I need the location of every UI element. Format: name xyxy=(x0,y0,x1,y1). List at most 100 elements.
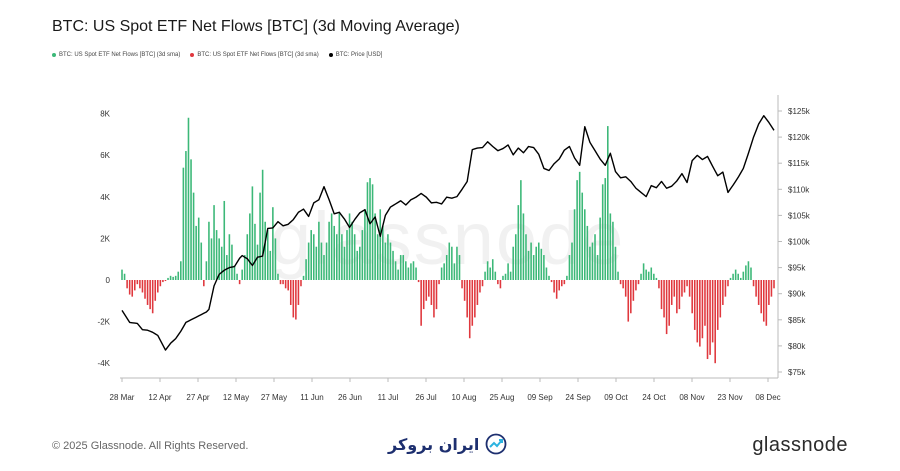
y-right-tick-label: $85k xyxy=(788,316,806,325)
x-tick-label: 08 Nov xyxy=(679,393,704,402)
inflow-bar xyxy=(254,223,256,280)
outflow-bar xyxy=(141,280,144,293)
inflow-bar xyxy=(525,234,527,280)
outflow-bar xyxy=(660,280,663,310)
inflow-bar xyxy=(182,167,185,280)
inflow-bar xyxy=(310,230,312,280)
outflow-bar xyxy=(630,280,632,314)
y-left-tick-label: 2K xyxy=(100,234,110,243)
inflow-bar xyxy=(586,225,589,280)
x-tick-label: 11 Jul xyxy=(378,393,399,402)
flow-bars xyxy=(121,117,775,364)
outflow-bar xyxy=(144,280,146,299)
inflow-bar xyxy=(233,265,236,280)
inflow-bar xyxy=(174,275,177,280)
inflow-bar xyxy=(527,250,530,280)
outflow-bar xyxy=(624,280,627,297)
inflow-bar xyxy=(609,213,612,280)
inflow-bar xyxy=(246,234,249,280)
inflow-bar xyxy=(750,267,752,280)
inflow-bar xyxy=(266,230,269,280)
y-left-tick-label: -2K xyxy=(98,318,111,327)
inflow-bar xyxy=(366,182,369,280)
outflow-bar xyxy=(131,280,134,297)
inflow-bar xyxy=(589,246,591,280)
legend-label-outflows: BTC: US Spot ETF Net Flows [BTC] (3d sma… xyxy=(197,52,319,58)
inflow-bar xyxy=(169,275,172,280)
inflow-bar xyxy=(190,159,192,280)
outflow-bar xyxy=(139,280,141,289)
inflow-bar xyxy=(328,221,330,280)
y-right-tick-label: $110k xyxy=(788,185,810,194)
outflow-bar xyxy=(428,280,430,297)
legend-item-inflows[interactable]: BTC: US Spot ETF Net Flows [BTC] (3d sma… xyxy=(52,52,180,58)
inflow-bar xyxy=(584,209,586,280)
outflow-bar xyxy=(287,280,289,291)
legend-item-outflows[interactable]: BTC: US Spot ETF Net Flows [BTC] (3d sma… xyxy=(190,52,319,58)
outflow-bar xyxy=(704,280,706,326)
y-right-tick-label: $100k xyxy=(788,238,811,247)
inflow-bar xyxy=(489,267,491,280)
inflow-bar xyxy=(359,246,361,280)
legend-item-price[interactable]: BTC: Price [USD] xyxy=(328,52,382,58)
inflow-bar xyxy=(397,269,399,280)
inflow-bar xyxy=(614,246,617,280)
inflow-bar xyxy=(123,273,126,280)
inflow-bar xyxy=(522,213,525,280)
x-axis: 28 Mar 12 Apr 27 Apr 12 May 27 May 11 Jun 26 J… xyxy=(110,377,781,402)
inflow-bar xyxy=(576,180,578,280)
inflow-bar xyxy=(335,234,338,280)
inflow-bar xyxy=(440,267,443,280)
inflow-bar xyxy=(486,261,489,280)
outflow-bar xyxy=(688,280,691,297)
inflow-bar xyxy=(210,238,213,280)
outflow-bar xyxy=(637,280,640,285)
inflow-bar xyxy=(647,271,650,280)
x-tick-label: 12 May xyxy=(223,393,249,402)
inflow-bar xyxy=(607,126,609,280)
inflow-bar xyxy=(384,242,387,280)
inflow-bar xyxy=(402,255,405,280)
inflow-bar xyxy=(323,255,325,280)
inflow-bar xyxy=(177,271,180,280)
outflow-bar xyxy=(658,280,660,289)
outflow-bar xyxy=(154,280,157,301)
inflow-bar xyxy=(364,209,366,280)
outflow-bar xyxy=(627,280,630,322)
inflow-bar xyxy=(594,234,596,280)
inflow-bar xyxy=(612,221,614,280)
inflow-bar xyxy=(264,221,266,280)
outflow-bar xyxy=(765,280,768,326)
inflow-bar xyxy=(351,221,353,280)
inflow-bar xyxy=(195,225,197,280)
outflow-bar xyxy=(678,280,681,310)
outflow-bar xyxy=(297,280,300,305)
inflow-bar xyxy=(650,267,653,280)
inflow-bar xyxy=(491,259,494,280)
outflow-bar xyxy=(555,280,558,299)
inflow-bar xyxy=(548,275,550,280)
y-right-tick-label: $75k xyxy=(788,368,806,377)
inflow-bar xyxy=(617,271,619,280)
inflow-bar xyxy=(655,277,658,280)
trend-chart-icon xyxy=(485,433,507,455)
inflow-bar xyxy=(330,213,333,280)
inflow-bar xyxy=(341,234,343,280)
partner-logo-text: ایران بروکر xyxy=(388,434,480,454)
x-tick-label: 09 Sep xyxy=(527,393,553,402)
inflow-bar xyxy=(241,269,243,280)
chart-title: BTC: US Spot ETF Net Flows [BTC] (3d Mov… xyxy=(52,18,460,35)
price-line xyxy=(121,115,775,351)
outflow-bar xyxy=(438,280,440,285)
inflow-bar xyxy=(734,269,737,280)
inflow-bar xyxy=(315,246,318,280)
outflow-bar xyxy=(716,280,719,330)
inflow-bar xyxy=(410,263,412,280)
inflow-bar xyxy=(517,205,520,280)
x-tick-label: 25 Aug xyxy=(490,393,515,402)
outflow-bar xyxy=(768,280,770,305)
inflow-bar xyxy=(445,255,448,280)
inflow-bar xyxy=(578,171,581,280)
outflow-bar xyxy=(665,280,668,335)
outflow-bar xyxy=(722,280,724,305)
